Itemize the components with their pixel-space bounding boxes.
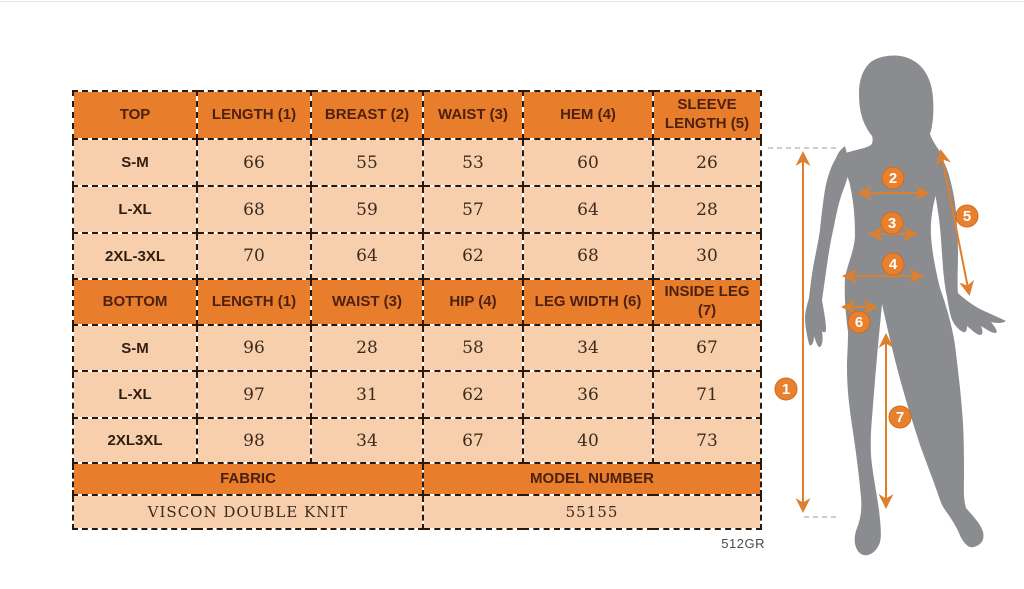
measure-marker-2: 2 <box>881 166 905 190</box>
measurement-cell: 31 <box>310 370 424 419</box>
marker-number-2: 2 <box>889 170 897 187</box>
measurement-cell: 70 <box>196 232 312 280</box>
left-arm <box>805 146 850 348</box>
measurement-cell: 34 <box>310 417 424 464</box>
measurement-cell: 71 <box>652 370 762 419</box>
marker-circle-6 <box>847 310 871 334</box>
marker-circle-2 <box>881 166 905 190</box>
measurement-cell: 96 <box>196 324 312 372</box>
bottom-legwidth-header: LEG WIDTH (6) <box>522 278 654 326</box>
measurement-cell: 58 <box>422 324 524 372</box>
marker-number-6: 6 <box>855 314 863 331</box>
top-length-header: LENGTH (1) <box>196 90 312 140</box>
size-label: 2XL3XL <box>72 417 198 464</box>
top-header-row: TOP LENGTH (1) BREAST (2) WAIST (3) HEM … <box>72 90 762 140</box>
size-chart-table: TOP LENGTH (1) BREAST (2) WAIST (3) HEM … <box>72 90 762 530</box>
measurement-cell: 34 <box>522 324 654 372</box>
measurement-cell: 64 <box>310 232 424 280</box>
measurement-cell: 67 <box>652 324 762 372</box>
measurement-cell: 62 <box>422 232 524 280</box>
measure-arrow-5 <box>935 149 975 296</box>
bottom-length-header: LENGTH (1) <box>196 278 312 326</box>
measurement-cell: 59 <box>310 185 424 234</box>
size-label: L-XL <box>72 185 198 234</box>
measurement-cell: 60 <box>522 138 654 187</box>
footer-value-row: VISCON DOUBLE KNIT 55155 <box>72 494 762 530</box>
fabric-header: FABRIC <box>72 462 424 496</box>
marker-circle-5 <box>955 204 979 228</box>
marker-number-5: 5 <box>963 208 971 225</box>
measurement-cell: 97 <box>196 370 312 419</box>
marker-number-4: 4 <box>889 256 898 273</box>
measurement-cell: 40 <box>522 417 654 464</box>
size-label: L-XL <box>72 370 198 419</box>
bottom-hip-header: HIP (4) <box>422 278 524 326</box>
top-breast-header: BREAST (2) <box>310 90 424 140</box>
measurement-cell: 36 <box>522 370 654 419</box>
marker-circle-1 <box>774 377 798 401</box>
fabric-value: VISCON DOUBLE KNIT <box>72 494 424 530</box>
top-hem-header: HEM (4) <box>522 90 654 140</box>
table-row: S-M 66 55 53 60 26 <box>72 138 762 187</box>
table-row: L-XL 97 31 62 36 71 <box>72 370 762 419</box>
measurement-cell: 57 <box>422 185 524 234</box>
marker-circle-4 <box>881 252 905 276</box>
measurement-cell: 67 <box>422 417 524 464</box>
measurement-cell: 66 <box>196 138 312 187</box>
measurement-cell: 62 <box>422 370 524 419</box>
marker-number-1: 1 <box>782 381 790 398</box>
top-header-cell: TOP <box>72 90 198 140</box>
model-number-value: 55155 <box>422 494 762 530</box>
bottom-insideleg-header: INSIDE LEG (7) <box>652 278 762 326</box>
size-label: S-M <box>72 138 198 187</box>
measurement-cell: 73 <box>652 417 762 464</box>
screenshot-top-edge-line <box>0 1 1024 2</box>
bottom-header-cell: BOTTOM <box>72 278 198 326</box>
female-silhouette <box>838 55 984 556</box>
table-row: L-XL 68 59 57 64 28 <box>72 185 762 234</box>
model-number-header: MODEL NUMBER <box>422 462 762 496</box>
marker-number-7: 7 <box>896 409 904 426</box>
bottom-header-row: BOTTOM LENGTH (1) WAIST (3) HIP (4) LEG … <box>72 278 762 326</box>
measurement-cell: 98 <box>196 417 312 464</box>
measurement-figure: 1 2 3 4 5 6 7 <box>760 0 1024 584</box>
measurement-cell: 68 <box>196 185 312 234</box>
table-row: 2XL-3XL 70 64 62 68 30 <box>72 232 762 280</box>
female-silhouette-diagram: 1 2 3 4 5 6 7 <box>768 55 1006 556</box>
footer-header-row: FABRIC MODEL NUMBER <box>72 462 762 496</box>
size-label: S-M <box>72 324 198 372</box>
marker-circle-3 <box>880 211 904 235</box>
measure-marker-4: 4 <box>881 252 905 276</box>
measure-marker-3: 3 <box>880 211 904 235</box>
measurement-cell: 68 <box>522 232 654 280</box>
measurement-cell: 53 <box>422 138 524 187</box>
measure-marker-1: 1 <box>774 377 798 401</box>
measurement-cell: 28 <box>310 324 424 372</box>
product-code: 512GR <box>721 536 765 551</box>
measurement-cell: 28 <box>652 185 762 234</box>
measurement-cell: 55 <box>310 138 424 187</box>
measure-marker-5: 5 <box>955 204 979 228</box>
measurement-cell: 64 <box>522 185 654 234</box>
measurement-cell: 26 <box>652 138 762 187</box>
size-chart: TOP LENGTH (1) BREAST (2) WAIST (3) HEM … <box>72 90 762 530</box>
size-label: 2XL-3XL <box>72 232 198 280</box>
marker-circle-7 <box>888 405 912 429</box>
marker-number-3: 3 <box>888 215 896 232</box>
bottom-waist-header: WAIST (3) <box>310 278 424 326</box>
table-row: 2XL3XL 98 34 67 40 73 <box>72 417 762 464</box>
measure-marker-6: 6 <box>847 310 871 334</box>
top-waist-header: WAIST (3) <box>422 90 524 140</box>
measurement-cell: 30 <box>652 232 762 280</box>
top-sleeve-header: SLEEVE LENGTH (5) <box>652 90 762 140</box>
measure-marker-7: 7 <box>888 405 912 429</box>
table-row: S-M 96 28 58 34 67 <box>72 324 762 372</box>
